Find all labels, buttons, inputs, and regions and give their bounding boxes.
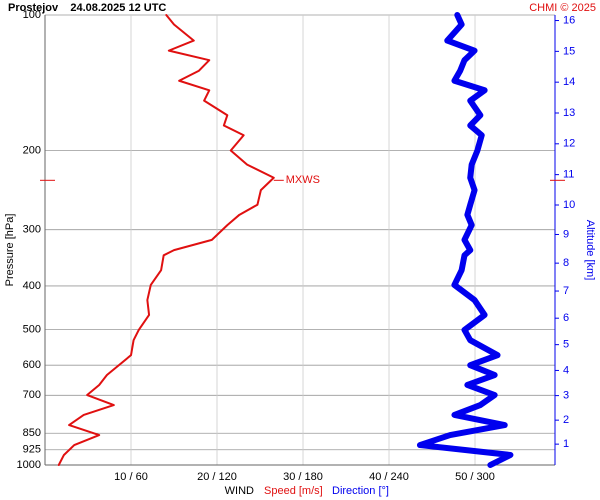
y-tick-label: 500 [23, 323, 41, 335]
y2-axis-label: Altitude [km] [584, 220, 596, 281]
x-tick-label: 50 / 300 [455, 471, 495, 483]
y2-tick-label: 1 [563, 438, 569, 450]
y2-tick-label: 8 [563, 257, 569, 269]
x-axis-label: WIND [225, 485, 254, 497]
y2-tick-label: 10 [563, 199, 575, 211]
y-tick-label: 850 [23, 427, 41, 439]
x-tick-label: 20 / 120 [197, 471, 237, 483]
y-tick-label: 600 [23, 359, 41, 371]
annotation: MXWS [286, 174, 320, 186]
y2-tick-label: 7 [563, 285, 569, 297]
y-tick-label: 925 [23, 444, 41, 456]
y2-tick-label: 15 [563, 45, 575, 57]
y2-tick-label: 3 [563, 390, 569, 402]
y2-tick-label: 11 [563, 169, 574, 181]
y-tick-label: 100 [23, 9, 41, 21]
profile-line [416, 12, 514, 468]
y-tick-label: 1000 [17, 459, 41, 471]
y2-tick-label: 6 [563, 312, 569, 324]
y-tick-label: 700 [23, 389, 41, 401]
credit: CHMI © 2025 [529, 2, 596, 14]
y-tick-label: 400 [23, 280, 41, 292]
y2-tick-label: 14 [563, 76, 575, 88]
chart-title: Prostejov 24.08.2025 12 UTC [8, 2, 166, 14]
y2-tick-label: 16 [563, 14, 575, 26]
y2-tick-label: 5 [563, 339, 569, 351]
profile-line [57, 14, 275, 466]
y-axis-label: Pressure [hPa] [4, 214, 16, 287]
x-tick-label: 30 / 180 [283, 471, 323, 483]
y2-tick-label: 13 [563, 107, 575, 119]
y2-tick-label: 12 [563, 138, 575, 150]
y2-tick-label: 4 [563, 364, 569, 376]
legend-entry: Speed [m/s] [264, 485, 323, 497]
legend-entry: Direction [°] [332, 485, 389, 497]
y2-tick-label: 9 [563, 228, 569, 240]
y-tick-label: 200 [23, 144, 41, 156]
x-tick-label: 10 / 60 [114, 471, 148, 483]
x-tick-label: 40 / 240 [369, 471, 409, 483]
y2-tick-label: 2 [563, 414, 569, 426]
y-tick-label: 300 [23, 224, 41, 236]
